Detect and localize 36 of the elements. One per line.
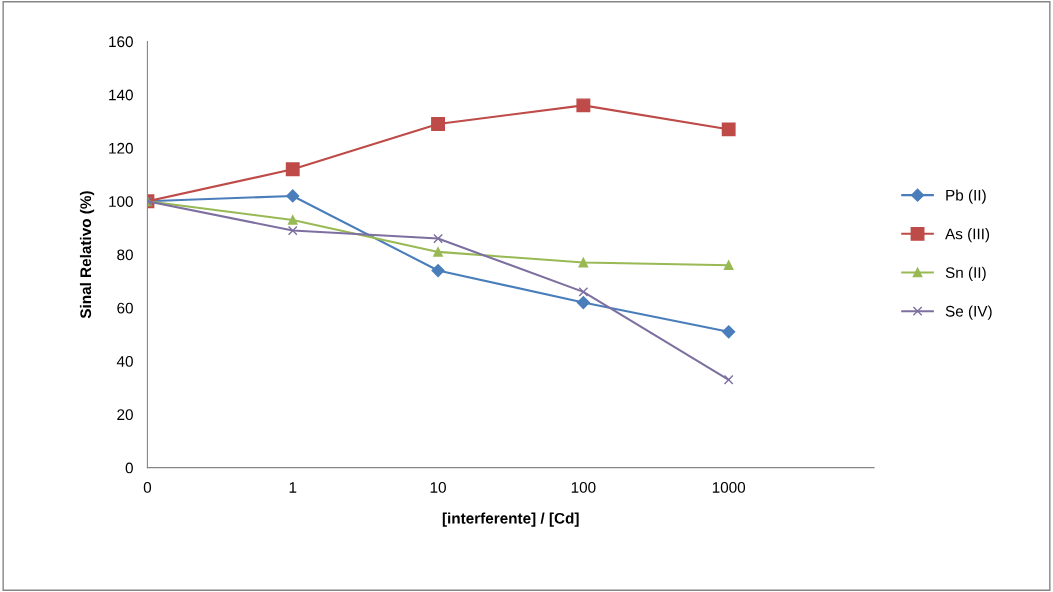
x-axis-title: [interferente] / [Cd]	[442, 512, 579, 527]
point	[578, 286, 589, 297]
point	[576, 98, 591, 113]
y-tick-label: 160	[109, 36, 133, 48]
point	[433, 233, 443, 244]
x-tick-label: 1000	[712, 481, 746, 493]
y-tick-label: 0	[125, 462, 133, 474]
y-tick-label: 20	[117, 409, 133, 421]
point	[287, 225, 298, 236]
x-tick-label: 10	[430, 481, 446, 493]
x-tick-label: 100	[571, 481, 596, 493]
x-tick-label: 1	[289, 482, 297, 493]
point	[286, 189, 300, 203]
point	[431, 263, 445, 278]
y-tick-label: 60	[117, 302, 133, 314]
legend-label: Sn (II)	[945, 266, 986, 282]
point	[287, 215, 298, 225]
point	[723, 374, 734, 385]
y-tick-label: 40	[116, 355, 133, 367]
point	[721, 122, 736, 137]
y-axis-title: Sinal Relativo (%)	[79, 191, 95, 319]
point	[722, 325, 736, 339]
y-tick-label: 80	[117, 249, 133, 261]
legend-label: Pb (II)	[946, 189, 986, 204]
y-tick-label: 120	[109, 142, 133, 154]
point	[285, 162, 300, 177]
legend-label: Se (IV)	[945, 305, 992, 320]
legend-label: As (III)	[945, 228, 990, 243]
point	[578, 257, 589, 268]
y-tick-label: 140	[109, 89, 133, 101]
point	[431, 117, 445, 131]
point	[576, 295, 590, 310]
point	[723, 260, 734, 271]
point	[433, 247, 443, 257]
y-tick-label: 100	[109, 196, 133, 207]
x-tick-label: 0	[143, 481, 152, 493]
